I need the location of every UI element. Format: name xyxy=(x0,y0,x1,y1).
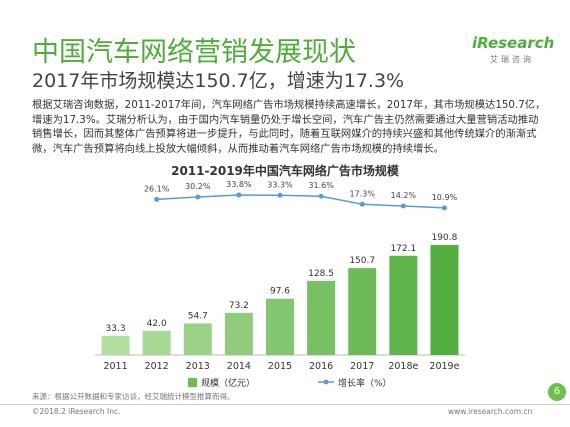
x-tick-label: 2013 xyxy=(186,361,210,372)
growth-label: 30.2% xyxy=(185,182,211,191)
bar xyxy=(183,323,212,355)
growth-point xyxy=(236,192,242,198)
legend-swatch xyxy=(188,378,197,387)
bar xyxy=(348,268,377,355)
copyright: ©2018.2 iResearch Inc. xyxy=(32,407,121,416)
x-tick-label: 2015 xyxy=(268,361,292,372)
growth-label: 10.9% xyxy=(432,193,458,202)
title: 中国汽车网络营销发展现状 xyxy=(32,37,356,68)
bar-label: 150.7 xyxy=(349,256,375,266)
divider xyxy=(0,404,570,405)
x-tick-label: 2011 xyxy=(103,361,127,372)
bar-label: 97.6 xyxy=(270,287,290,297)
page-number: 6 xyxy=(548,383,566,401)
bar xyxy=(224,312,253,355)
x-tick-label: 2018e xyxy=(388,361,418,372)
subtitle: 2017年市场规模达150.7亿，增速为17.3% xyxy=(32,70,405,92)
x-tick-label: 2017 xyxy=(350,361,374,372)
bar xyxy=(101,335,130,355)
growth-point xyxy=(154,196,160,202)
bar xyxy=(430,245,459,355)
growth-label: 33.8% xyxy=(226,180,252,189)
growth-point xyxy=(441,205,447,211)
growth-label: 33.3% xyxy=(267,180,293,189)
bar xyxy=(142,330,171,355)
bar-label: 73.2 xyxy=(229,301,249,311)
bar xyxy=(307,280,336,355)
growth-label: 14.2% xyxy=(391,191,417,200)
bar-label: 54.7 xyxy=(188,311,208,321)
chart-title: 2011-2019年中国汽车网络广告市场规模 xyxy=(171,163,400,178)
bar xyxy=(389,255,418,355)
growth-line xyxy=(156,194,445,209)
growth-point xyxy=(195,194,201,200)
growth-point xyxy=(318,193,324,199)
bar-label: 42.0 xyxy=(147,319,167,329)
growth-label: 26.1% xyxy=(144,184,170,193)
bar-label: 172.1 xyxy=(390,244,416,254)
x-tick-label: 2012 xyxy=(145,361,169,372)
logo-sub: 艾瑞咨询 xyxy=(490,55,534,64)
bar-label: 190.8 xyxy=(432,233,458,243)
bar-label: 128.5 xyxy=(308,269,334,279)
growth-point xyxy=(400,203,406,209)
growth-label: 31.6% xyxy=(308,181,334,190)
x-tick-label: 2019e xyxy=(429,361,459,372)
growth-point xyxy=(359,201,365,207)
legend-marker xyxy=(323,379,329,385)
x-tick-label: 2014 xyxy=(227,361,251,372)
bar xyxy=(266,298,294,355)
growth-label: 17.3% xyxy=(350,189,376,198)
growth-point xyxy=(277,192,283,198)
legend-label: 增长率（%） xyxy=(338,377,392,389)
url: www.iresearch.com.cn xyxy=(448,407,533,416)
logo: iResearch xyxy=(472,34,555,52)
bar-label: 33.3 xyxy=(106,324,126,334)
x-tick-label: 2016 xyxy=(309,361,333,372)
body-text: 根据艾瑞咨询数据，2011-2017年间，汽车网络广告市场规模持续高速增长，20… xyxy=(32,99,546,155)
source: 来源：根据公开数据和专家访谈，经艾瑞统计模型推算而得。 xyxy=(32,392,235,401)
legend-label: 规模（亿元） xyxy=(201,377,255,389)
